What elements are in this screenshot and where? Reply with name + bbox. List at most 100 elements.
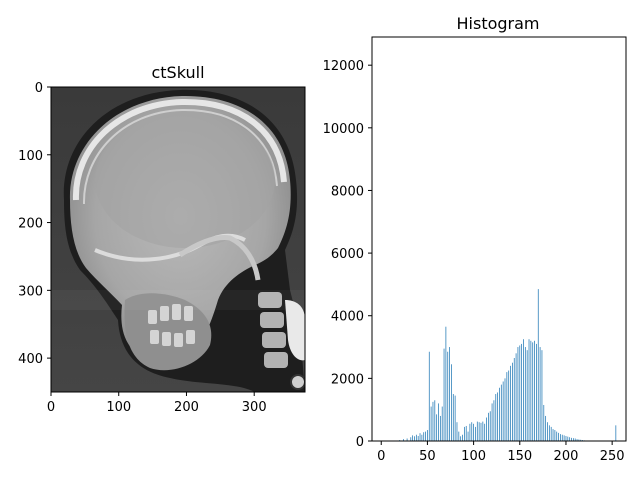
histogram-bar	[565, 435, 567, 441]
histogram-bar	[463, 426, 465, 441]
histogram-bar	[415, 434, 417, 441]
histogram-bar	[482, 421, 484, 441]
histogram-bar	[576, 439, 578, 441]
histogram-bar	[558, 432, 559, 441]
histogram-bar	[534, 340, 535, 441]
histogram-bar	[439, 415, 441, 441]
histogram-bar	[510, 365, 511, 441]
image-x-tick-label: 200	[174, 400, 199, 415]
histogram-bar	[489, 411, 491, 441]
histogram-bar	[550, 426, 552, 441]
histogram-bar	[524, 347, 526, 441]
histogram-bar	[480, 422, 482, 441]
histogram-bar	[410, 437, 412, 441]
histogram-bar	[502, 381, 504, 441]
histogram-bar	[536, 343, 537, 441]
histogram-bar	[488, 412, 489, 441]
histogram-axes: 0 50 100 150 200 250 0 2000 4000 6000 8000 10000 120…	[323, 59, 625, 464]
histogram-bar	[521, 343, 522, 441]
histogram-bar	[561, 434, 563, 441]
histogram-bar	[563, 435, 565, 441]
histogram-bar	[578, 439, 580, 441]
histogram-bar	[417, 435, 419, 441]
histogram-x-tick-label: 50	[419, 449, 436, 464]
histogram-bar	[406, 438, 408, 441]
histogram-bar	[497, 392, 498, 441]
histogram-bar	[495, 394, 497, 441]
histogram-bar	[425, 431, 426, 441]
histogram-bars	[399, 289, 617, 441]
histogram-bar	[504, 378, 506, 441]
histogram-bar	[412, 435, 414, 441]
histogram-bar	[484, 423, 486, 441]
histogram-bar	[560, 434, 561, 441]
histogram-bar	[443, 348, 445, 441]
histogram-bar	[478, 422, 480, 441]
histogram-y-tick-label: 6000	[331, 247, 364, 262]
image-y-tick-label: 200	[18, 217, 43, 232]
histogram-bar	[421, 434, 423, 441]
histogram-bar	[548, 425, 550, 441]
histogram-bar	[467, 431, 469, 441]
histogram-bar	[454, 395, 456, 441]
histogram-bar	[436, 414, 438, 441]
histogram-bar	[486, 417, 487, 441]
image-y-tick-label: 400	[18, 352, 43, 367]
histogram-bar	[403, 439, 404, 441]
image-x-tick-label: 100	[106, 400, 131, 415]
histogram-bar	[545, 415, 547, 441]
histogram-bar	[438, 403, 439, 441]
histogram-x-tick-label: 200	[554, 449, 579, 464]
histogram-y-tick-label: 8000	[331, 184, 364, 199]
histogram-bar	[556, 431, 558, 441]
histogram-bar	[471, 422, 473, 441]
histogram-bar	[434, 400, 436, 441]
histogram-bar	[532, 342, 534, 441]
histogram-bar	[517, 347, 519, 441]
histogram-bar	[493, 400, 495, 441]
histogram-bar	[465, 425, 467, 441]
histogram-bar	[475, 426, 476, 441]
histogram-bar	[430, 406, 432, 441]
histogram-bar	[419, 433, 421, 441]
histogram-bar	[441, 406, 443, 441]
histogram-frame	[371, 36, 627, 442]
histogram-bar	[574, 438, 576, 441]
histogram-bar	[462, 434, 463, 441]
image-frame	[50, 86, 306, 393]
histogram-bar	[476, 421, 478, 441]
histogram-y-tick-label: 2000	[331, 372, 364, 387]
skull-image	[51, 87, 305, 392]
histogram-bar	[451, 364, 452, 441]
histogram-y-tick-label: 10000	[323, 122, 364, 137]
histogram-bar	[523, 339, 524, 441]
histogram-bar	[460, 436, 462, 441]
image-title: ctSkull	[151, 63, 204, 82]
histogram-bar	[447, 351, 449, 441]
histogram-bar	[445, 326, 447, 441]
histogram-bar	[423, 432, 425, 441]
histogram-bar	[526, 350, 528, 441]
histogram-bar	[506, 372, 508, 441]
histogram-bar	[512, 362, 513, 441]
histogram-bar	[543, 404, 545, 441]
histogram-y-tick-label: 0	[356, 435, 364, 450]
image-x-tick-label: 0	[47, 400, 55, 415]
histogram-x-tick-label: 150	[507, 449, 532, 464]
histogram-bar	[615, 425, 617, 441]
histogram-bar	[469, 423, 471, 441]
histogram-x-tick-label: 100	[461, 449, 486, 464]
histogram-bar	[571, 437, 572, 441]
histogram-bar	[500, 384, 502, 441]
histogram-bar	[428, 351, 430, 441]
histogram-x-tick-label: 250	[600, 449, 625, 464]
histogram-bar	[547, 422, 548, 441]
histogram-bar	[552, 429, 554, 441]
histogram-bar	[452, 394, 454, 441]
histogram-y-tick-label: 4000	[331, 310, 364, 325]
histogram-bar	[539, 347, 541, 441]
image-y-tick-label: 100	[18, 149, 43, 164]
histogram-bar	[580, 439, 582, 441]
histogram-bar	[449, 347, 450, 441]
